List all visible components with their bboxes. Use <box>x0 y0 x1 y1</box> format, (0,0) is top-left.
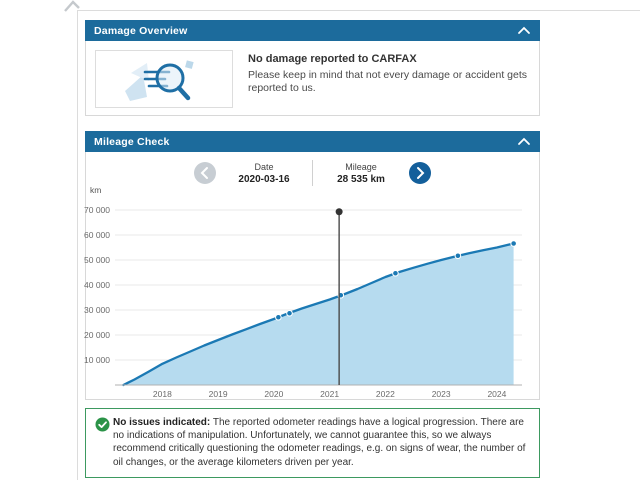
left-divider <box>77 10 78 480</box>
mileage-label: Mileage <box>345 161 377 172</box>
check-circle-icon <box>95 417 110 432</box>
date-value: 2020-03-16 <box>238 173 290 185</box>
y-axis-unit-label: km <box>90 185 102 195</box>
mileage-check-header[interactable]: Mileage Check <box>85 131 540 152</box>
mileage-readout: Mileage 28 535 km <box>323 162 399 185</box>
marker-handle[interactable] <box>335 208 343 216</box>
mileage-value: 28 535 km <box>337 173 385 185</box>
odometer-reading-point[interactable] <box>392 269 399 277</box>
readout-divider <box>312 160 313 186</box>
mileage-area <box>123 243 514 385</box>
odometer-reading-point[interactable] <box>286 309 293 317</box>
mileage-chart[interactable] <box>115 200 522 387</box>
note-body: The reported odometer readings have a lo… <box>113 417 526 468</box>
damage-overview-panel: Damage Overview No damage report <box>85 20 540 116</box>
mileage-line <box>122 242 515 387</box>
damage-description: Please keep in mind that not every damag… <box>248 69 527 94</box>
odometer-reading-point[interactable] <box>454 252 462 260</box>
reading-navigator: Date 2020-03-16 Mileage 28 535 km <box>86 160 539 186</box>
chevron-left-icon <box>200 167 208 179</box>
top-divider <box>77 10 640 11</box>
damage-overview-title: Damage Overview <box>94 24 188 37</box>
odometer-reading-point[interactable] <box>510 240 517 247</box>
damage-overview-header[interactable]: Damage Overview <box>85 20 540 41</box>
chevron-up-icon[interactable] <box>517 137 531 146</box>
next-reading-button[interactable] <box>409 162 431 184</box>
chevron-up-icon[interactable] <box>517 26 531 35</box>
note-prefix: No issues indicated: <box>113 417 211 428</box>
note-text: No issues indicated: The reported odomet… <box>113 416 537 469</box>
previous-reading-button[interactable] <box>194 162 216 184</box>
date-label: Date <box>254 161 274 172</box>
chevron-right-icon <box>417 167 425 179</box>
odometer-reading-point[interactable] <box>275 313 282 321</box>
damage-overview-body: No damage reported to CARFAX Please keep… <box>85 41 540 116</box>
damage-illustration-box <box>95 50 233 108</box>
damage-headline: No damage reported to CARFAX <box>248 53 417 65</box>
date-readout: Date 2020-03-16 <box>226 162 302 185</box>
odometer-note: No issues indicated: The reported odomet… <box>85 408 540 478</box>
mileage-check-title: Mileage Check <box>94 135 170 148</box>
magnifier-document-icon <box>125 60 194 101</box>
partial-chevron-icon <box>64 0 80 12</box>
